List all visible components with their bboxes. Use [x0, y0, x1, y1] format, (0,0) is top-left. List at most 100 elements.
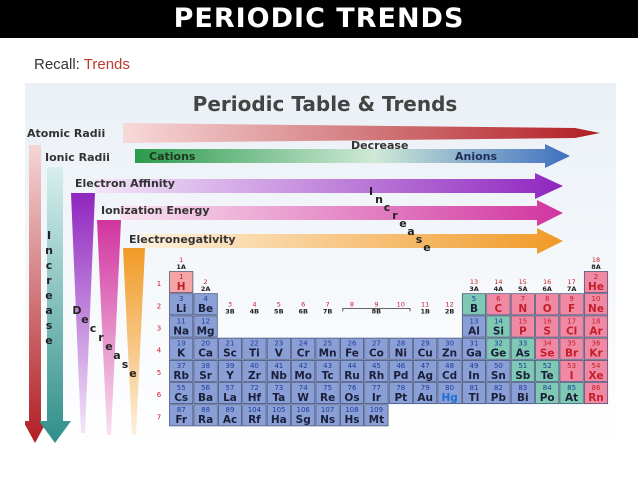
periodic-trends-figure: Periodic Table & Trends Atomic Radii Ion… — [25, 83, 616, 450]
group-cas-label: 3B — [225, 307, 235, 315]
element-number: 39 — [226, 362, 235, 370]
increase-letter: n — [45, 244, 53, 257]
element-number: 105 — [272, 406, 285, 414]
increase-diagonal-letter: e — [423, 241, 430, 254]
element-cell-box — [461, 337, 487, 360]
figure-heading: Periodic Table & Trends — [193, 92, 458, 116]
element-symbol: Rh — [369, 370, 385, 382]
element-number: 23 — [274, 340, 283, 348]
element-cell: 6C — [486, 293, 511, 316]
group-cas-label: 4B — [250, 307, 260, 315]
element-number: 8 — [545, 295, 549, 303]
element-symbol: Pd — [393, 370, 408, 382]
element-cell-box — [315, 404, 340, 427]
element-cell-box — [437, 337, 462, 360]
element-cell-box — [169, 359, 194, 382]
group-number-label: 8 — [350, 300, 354, 308]
element-cell-box — [217, 404, 243, 427]
element-cell-box — [413, 359, 438, 382]
element-cell-box — [559, 293, 584, 316]
element-cell-box — [242, 382, 267, 405]
element-symbol: Fr — [175, 414, 188, 426]
element-cell-box — [559, 359, 584, 382]
element-cell: 9F — [559, 293, 584, 316]
element-number: 104 — [248, 406, 262, 414]
element-number: 73 — [274, 384, 283, 392]
element-cell-box — [486, 382, 511, 405]
decrease-top-label: Decrease — [351, 139, 408, 152]
element-cell: 1H — [169, 271, 194, 294]
element-symbol: F — [568, 303, 575, 315]
element-number: 27 — [372, 340, 381, 348]
element-cell-box — [193, 315, 218, 338]
group-number-label: 18 — [592, 256, 600, 264]
group-number-label: 5 — [277, 300, 281, 308]
element-cell-box — [510, 337, 535, 360]
group-number-label: 15 — [519, 278, 527, 286]
element-cell-box — [193, 359, 218, 382]
element-cell: 7N — [510, 293, 535, 316]
ionization-energy-label: Ionization Energy — [101, 204, 210, 217]
group-number-label: 17 — [567, 278, 575, 286]
element-symbol: Ti — [249, 348, 260, 360]
element-number: 5 — [472, 295, 476, 303]
element-number: 75 — [323, 384, 332, 392]
element-number: 30 — [445, 340, 454, 348]
group-number-label: 16 — [543, 278, 551, 286]
group-number-label: 7 — [326, 300, 330, 308]
element-number: 49 — [470, 362, 479, 370]
element-cell-box — [461, 359, 487, 382]
atomic-radii-label: Atomic Radii — [27, 127, 105, 140]
element-symbol: Ra — [198, 414, 213, 426]
period-label: 2 — [157, 302, 161, 310]
element-number: 51 — [518, 362, 527, 370]
element-symbol: Mo — [294, 370, 312, 382]
element-cell-box — [193, 382, 218, 405]
element-symbol: Ga — [466, 348, 482, 360]
period-label: 6 — [157, 391, 162, 399]
element-cell-box — [217, 337, 243, 360]
element-number: 28 — [396, 340, 405, 348]
element-symbol: Hf — [248, 392, 262, 404]
decrease-letter: s — [122, 358, 129, 371]
element-symbol: Rb — [173, 370, 189, 382]
element-symbol: Cd — [442, 370, 457, 382]
element-cell: 39Y — [217, 359, 243, 382]
element-symbol: Sb — [515, 370, 531, 382]
element-symbol: Sg — [296, 414, 311, 426]
element-number: 22 — [250, 340, 259, 348]
increase-diagonal-letter: c — [384, 201, 391, 214]
element-cell: 16S — [535, 315, 560, 338]
element-number: 37 — [177, 362, 186, 370]
element-cell-box — [583, 315, 609, 338]
increase-diagonal-letter: I — [369, 185, 373, 198]
element-number: 34 — [543, 340, 552, 348]
recall-label: Recall: — [34, 56, 80, 73]
element-symbol: Kr — [589, 348, 603, 360]
element-symbol: Cu — [418, 348, 433, 360]
element-number: 26 — [348, 340, 357, 348]
element-number: 46 — [396, 362, 405, 370]
element-number: 86 — [592, 384, 601, 392]
element-cell-box — [583, 271, 609, 294]
